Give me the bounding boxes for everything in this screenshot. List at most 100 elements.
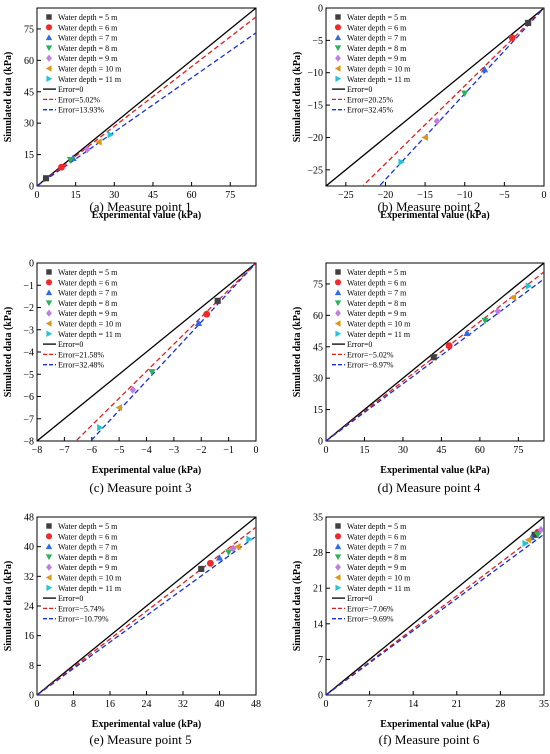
legend-label: Water depth = 5 m [58,13,118,22]
legend-marker [334,300,342,307]
x-tick-label: −2 [196,445,207,456]
legend-label: Water depth = 11 m [58,584,122,593]
data-point [214,297,221,304]
legend-marker [334,533,342,540]
y-tick-label: −2 [23,303,34,314]
legend-label: Water depth = 10 m [347,320,411,329]
error-line-2 [326,278,544,441]
x-tick-label: −10 [457,190,473,201]
legend-marker [45,300,53,307]
legend-label: Water depth = 6 m [58,23,118,32]
x-tick-label: 15 [71,190,81,201]
legend-label: Water depth = 9 m [58,563,118,572]
data-point [537,525,545,534]
legend-marker [45,45,53,52]
y-axis-label: Simulated data (kPa) [3,561,14,652]
legend-label: Water depth = 5 m [58,268,118,277]
y-tick-label: 0 [318,437,323,448]
x-tick-label: 0 [254,445,259,456]
legend-marker [45,554,53,561]
legend-label: Water depth = 11 m [58,75,122,84]
data-point [481,317,489,325]
x-tick-label: −5 [114,445,125,456]
x-tick-label: 24 [142,699,152,710]
chart-panel-5: 0 8 16 24 32 40 48 0 8 16 24 32 40 48 Water depth = 5 … [3,513,261,748]
legend-marker [46,584,53,591]
data-point [525,282,533,290]
error-line-0 [326,517,544,695]
plot-frame [36,7,257,187]
legend-label: Water depth = 6 m [347,23,407,32]
legend-label: Water depth = 7 m [58,34,118,43]
data-point [445,342,453,350]
legend-label: Water depth = 10 m [58,574,122,583]
x-tick-label: 75 [513,445,523,456]
legend-label: Error=13.93% [58,106,104,115]
y-tick-label: 0 [29,182,34,193]
y-tick-label: −8 [23,437,34,448]
panel-caption: (a) Measure point 1 [89,199,191,214]
x-axis-label: Experimental value (kPa) [92,210,201,221]
data-point [194,319,203,326]
y-tick-label: 60 [24,56,34,67]
legend-marker [45,533,53,540]
x-tick-label: −20 [378,190,394,201]
y-tick-label: 16 [24,631,34,642]
legend-marker [334,574,341,581]
x-tick-label: 16 [105,699,115,710]
legend-label: Water depth = 10 m [58,320,122,329]
legend-marker [45,543,53,550]
legend-label: Water depth = 9 m [58,309,118,318]
y-axis-label: Simulated data (kPa) [292,307,303,398]
y-tick-label: −4 [23,348,34,359]
plot-frame [325,7,545,187]
x-tick-label: −15 [417,190,433,201]
legend-label: Water depth = 9 m [347,563,407,572]
legend-marker [45,279,53,286]
legend-label: Error=0 [347,85,372,94]
y-axis-label: Simulated data (kPa) [3,307,14,398]
x-tick-label: 0 [542,190,547,201]
legend-label: Error=−8.97% [347,361,394,370]
legend-label: Water depth = 6 m [58,278,118,287]
legend-marker [334,543,342,550]
y-tick-label: −6 [23,392,34,403]
legend-label: Water depth = 9 m [347,54,407,63]
legend-label: Water depth = 11 m [347,75,411,84]
y-tick-label: 14 [313,619,323,630]
legend-label: Error=−7.06% [347,604,394,613]
y-tick-label: −15 [307,101,323,112]
data-point [421,133,428,142]
x-axis-label: Experimental value (kPa) [92,719,201,730]
legend-marker [334,34,342,41]
error-line-1 [37,16,256,186]
legend-marker [46,563,52,571]
legend-label: Water depth = 8 m [347,299,407,308]
x-tick-label: 0 [324,445,329,456]
error-lines [37,517,256,695]
x-axis-label: Experimental value (kPa) [380,719,489,730]
error-line-2 [326,533,544,695]
legend-label: Water depth = 10 m [347,65,411,74]
legend-marker [334,279,342,286]
y-tick-label: 45 [313,342,323,353]
x-tick-label: 30 [398,445,408,456]
data-point [84,145,91,154]
x-tick-label: 60 [475,445,485,456]
error-line-2 [37,535,256,695]
y-tick-label: −7 [23,414,34,425]
x-tick-label: 0 [324,699,329,710]
y-tick-label: 45 [24,87,34,98]
y-tick-label: 32 [24,572,34,583]
legend-marker [45,24,53,31]
legend-marker [334,289,342,296]
x-tick-label: −4 [141,445,152,456]
legend-label: Water depth = 11 m [347,584,411,593]
legend-label: Error=−5.74% [58,604,105,613]
data-point [198,565,205,572]
legend-label: Water depth = 7 m [347,289,407,298]
y-tick-label: 0 [29,259,34,270]
